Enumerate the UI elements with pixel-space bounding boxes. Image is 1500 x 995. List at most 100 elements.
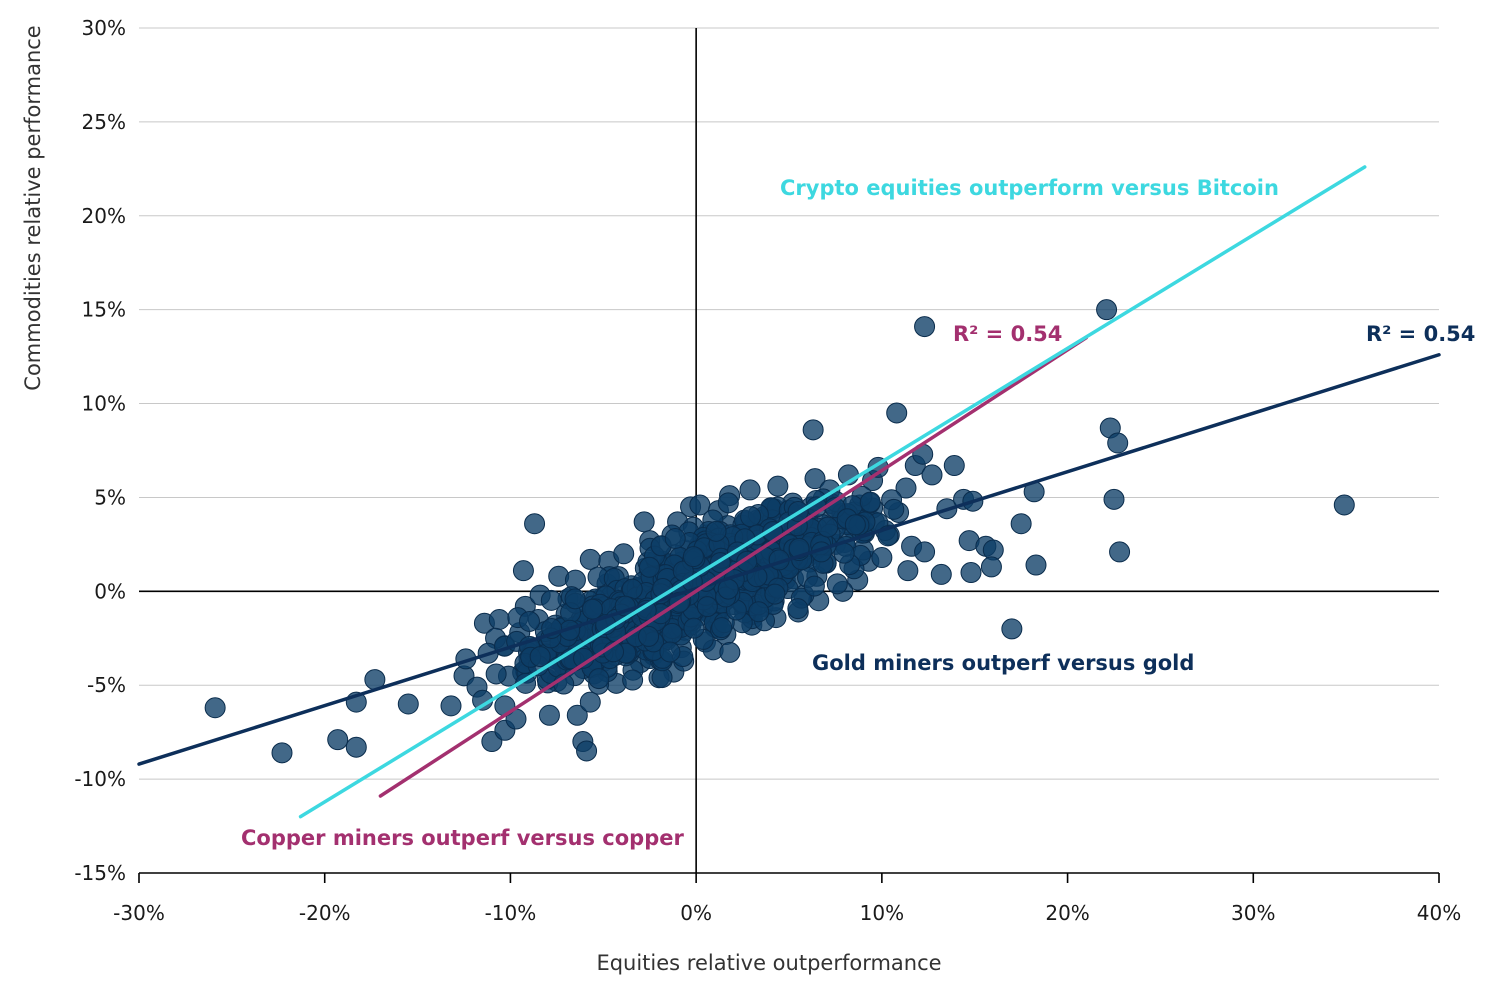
data-point bbox=[717, 492, 739, 514]
data-point bbox=[886, 402, 908, 424]
data-point bbox=[859, 491, 881, 513]
x-tick-label: 20% bbox=[1045, 901, 1089, 925]
data-point bbox=[664, 527, 686, 549]
data-point bbox=[540, 589, 562, 611]
data-point bbox=[638, 625, 660, 647]
y-tick-label: -15% bbox=[74, 861, 126, 885]
data-point bbox=[488, 609, 510, 630]
data-point bbox=[883, 498, 905, 520]
gridlines bbox=[139, 27, 1439, 874]
data-point bbox=[538, 704, 560, 726]
data-point bbox=[871, 547, 893, 569]
gold-regression-line bbox=[137, 352, 1441, 766]
x-axis-title: Equities relative outperformance bbox=[596, 951, 941, 975]
x-tick-label: 0% bbox=[680, 901, 712, 925]
data-point bbox=[204, 697, 226, 719]
data-point bbox=[566, 704, 588, 726]
data-point bbox=[659, 641, 681, 663]
tick-labels: -15% -10% -5% 0% 5% 10% 15% 20% 25% 30% -30% -20% -1… bbox=[74, 16, 1461, 925]
data-point bbox=[921, 464, 943, 486]
data-point bbox=[844, 514, 866, 536]
data-point bbox=[897, 560, 919, 582]
data-point bbox=[524, 513, 546, 535]
data-point bbox=[764, 583, 786, 605]
data-point bbox=[705, 520, 727, 542]
data-point bbox=[895, 477, 917, 499]
data-point bbox=[440, 695, 462, 717]
data-point bbox=[588, 668, 610, 690]
data-point bbox=[833, 542, 855, 564]
data-point bbox=[512, 560, 534, 582]
data-point bbox=[696, 596, 718, 618]
y-tick-label: 10% bbox=[82, 392, 126, 416]
data-point bbox=[1103, 488, 1125, 510]
data-point bbox=[633, 511, 655, 533]
y-tick-label: 15% bbox=[82, 298, 126, 322]
data-point bbox=[930, 563, 952, 585]
data-point bbox=[682, 546, 704, 568]
data-point bbox=[271, 742, 293, 764]
x-tick-label: -20% bbox=[299, 901, 351, 925]
copper-r2-label: R² = 0.54 bbox=[953, 322, 1062, 346]
gold-line-label: Gold miners outperf versus gold bbox=[812, 651, 1194, 675]
x-tick-label: 40% bbox=[1417, 901, 1461, 925]
data-point bbox=[802, 419, 824, 441]
data-point bbox=[804, 468, 826, 490]
data-point bbox=[1096, 299, 1118, 321]
data-point bbox=[576, 740, 598, 762]
data-point bbox=[787, 598, 809, 620]
data-point bbox=[980, 556, 1002, 578]
data-point bbox=[638, 556, 660, 578]
data-point bbox=[914, 541, 936, 563]
data-point bbox=[564, 588, 586, 610]
crypto-regression-line bbox=[298, 165, 1367, 819]
y-axis-title: Commodities relative performance bbox=[21, 25, 45, 390]
data-point bbox=[711, 617, 733, 639]
data-point bbox=[345, 736, 367, 758]
data-point bbox=[485, 663, 507, 685]
y-tick-label: 30% bbox=[82, 16, 126, 40]
gold-r2-label: R² = 0.54 bbox=[1366, 322, 1475, 346]
data-point bbox=[1109, 541, 1131, 563]
data-point bbox=[1010, 513, 1032, 535]
data-point bbox=[803, 575, 825, 597]
data-point bbox=[1333, 494, 1355, 516]
copper-regression-line bbox=[378, 336, 1088, 798]
x-tick-label: 30% bbox=[1231, 901, 1275, 925]
data-point bbox=[397, 693, 419, 715]
data-point bbox=[683, 617, 705, 639]
data-point bbox=[1001, 618, 1023, 640]
data-point bbox=[817, 516, 839, 538]
data-point bbox=[748, 601, 770, 623]
x-tick-label: -10% bbox=[485, 901, 537, 925]
copper-line-label: Copper miners outperf versus copper bbox=[241, 826, 684, 850]
regression-lines bbox=[137, 165, 1441, 819]
crypto-line-label: Crypto equities outperform versus Bitcoi… bbox=[780, 176, 1279, 200]
data-point bbox=[613, 543, 635, 565]
data-point bbox=[579, 691, 601, 713]
data-point bbox=[719, 641, 741, 663]
data-point bbox=[740, 506, 762, 528]
data-point bbox=[826, 573, 848, 595]
x-tick-label: 10% bbox=[860, 901, 904, 925]
y-tick-label: 20% bbox=[82, 204, 126, 228]
data-point bbox=[1025, 554, 1047, 576]
x-tick-label: -30% bbox=[113, 901, 165, 925]
data-point bbox=[581, 598, 603, 620]
data-point bbox=[529, 646, 551, 668]
data-point bbox=[960, 562, 982, 584]
data-point bbox=[622, 669, 644, 691]
data-point bbox=[739, 479, 761, 501]
data-point bbox=[579, 548, 601, 570]
y-tick-label: -10% bbox=[74, 767, 126, 791]
y-tick-label: 0% bbox=[94, 579, 126, 603]
data-point bbox=[914, 316, 936, 338]
data-point bbox=[943, 455, 965, 477]
data-point bbox=[767, 475, 789, 497]
y-tick-label: -5% bbox=[87, 673, 126, 697]
y-tick-label: 5% bbox=[94, 485, 126, 509]
data-point bbox=[518, 610, 540, 632]
data-point bbox=[327, 729, 349, 751]
